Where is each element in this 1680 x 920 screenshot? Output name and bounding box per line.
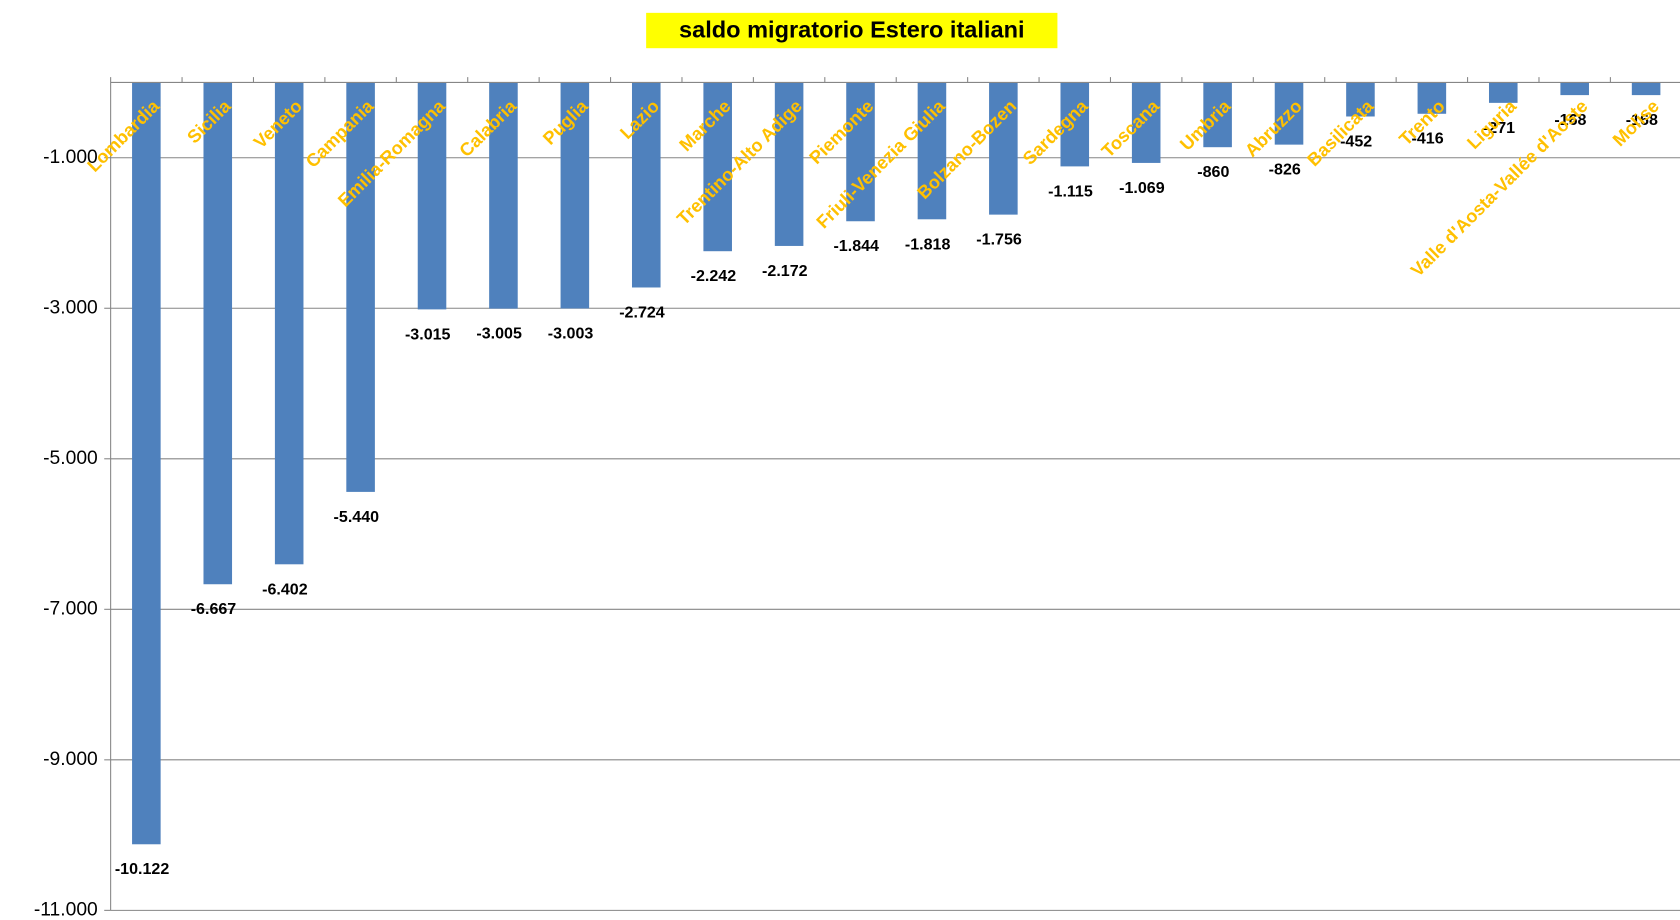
bar — [631, 82, 661, 288]
bar — [274, 82, 304, 565]
bar — [1203, 82, 1232, 148]
data-label: -2.242 — [691, 267, 737, 285]
data-label: -6.402 — [262, 580, 308, 598]
data-label: -1.115 — [1048, 182, 1093, 200]
chart-title: saldo migratorio Estero italiani — [679, 16, 1024, 42]
data-label: -168 — [1554, 111, 1586, 129]
data-label: -1.069 — [1119, 179, 1165, 197]
bar — [1488, 82, 1518, 103]
bar — [989, 82, 1018, 215]
bar — [774, 82, 804, 246]
data-label: -3.015 — [405, 325, 451, 343]
title-background — [646, 12, 1058, 49]
bar — [346, 82, 375, 492]
data-label: -1.844 — [833, 237, 879, 255]
data-label: -168 — [1626, 111, 1658, 129]
bar — [489, 82, 518, 309]
data-label: -5.440 — [334, 508, 380, 526]
data-label: -10.122 — [115, 860, 170, 878]
bar — [1560, 82, 1589, 96]
data-label: -416 — [1412, 130, 1444, 148]
bar — [1346, 82, 1375, 117]
bar — [917, 82, 947, 220]
y-tick-label: -9.000 — [43, 749, 98, 770]
data-label: -452 — [1340, 132, 1372, 150]
y-tick-label: -7.000 — [43, 598, 98, 619]
data-label: -1.818 — [905, 235, 951, 253]
bar — [1060, 82, 1090, 167]
data-label: -2.724 — [619, 303, 665, 321]
bar — [703, 82, 732, 252]
bar — [846, 82, 875, 222]
data-label: -1.756 — [976, 231, 1022, 249]
bar — [1631, 82, 1661, 96]
bar — [417, 82, 447, 310]
data-label: -3.003 — [548, 324, 594, 342]
bar — [203, 82, 233, 585]
data-label: -860 — [1197, 163, 1229, 181]
bar — [1274, 82, 1304, 145]
y-tick-label: -3.000 — [43, 297, 98, 318]
y-tick-label: -1.000 — [43, 147, 98, 168]
data-label: -826 — [1269, 161, 1301, 179]
data-label: -271 — [1483, 119, 1515, 137]
bar — [132, 82, 161, 845]
data-label: -6.667 — [191, 600, 237, 618]
bar — [1131, 82, 1161, 163]
data-label: -2.172 — [762, 262, 808, 280]
bar — [560, 82, 590, 309]
y-tick-label: -5.000 — [43, 448, 98, 469]
data-label: -3.005 — [476, 325, 522, 343]
y-tick-label: -11.000 — [34, 899, 98, 920]
bar — [1417, 82, 1447, 114]
